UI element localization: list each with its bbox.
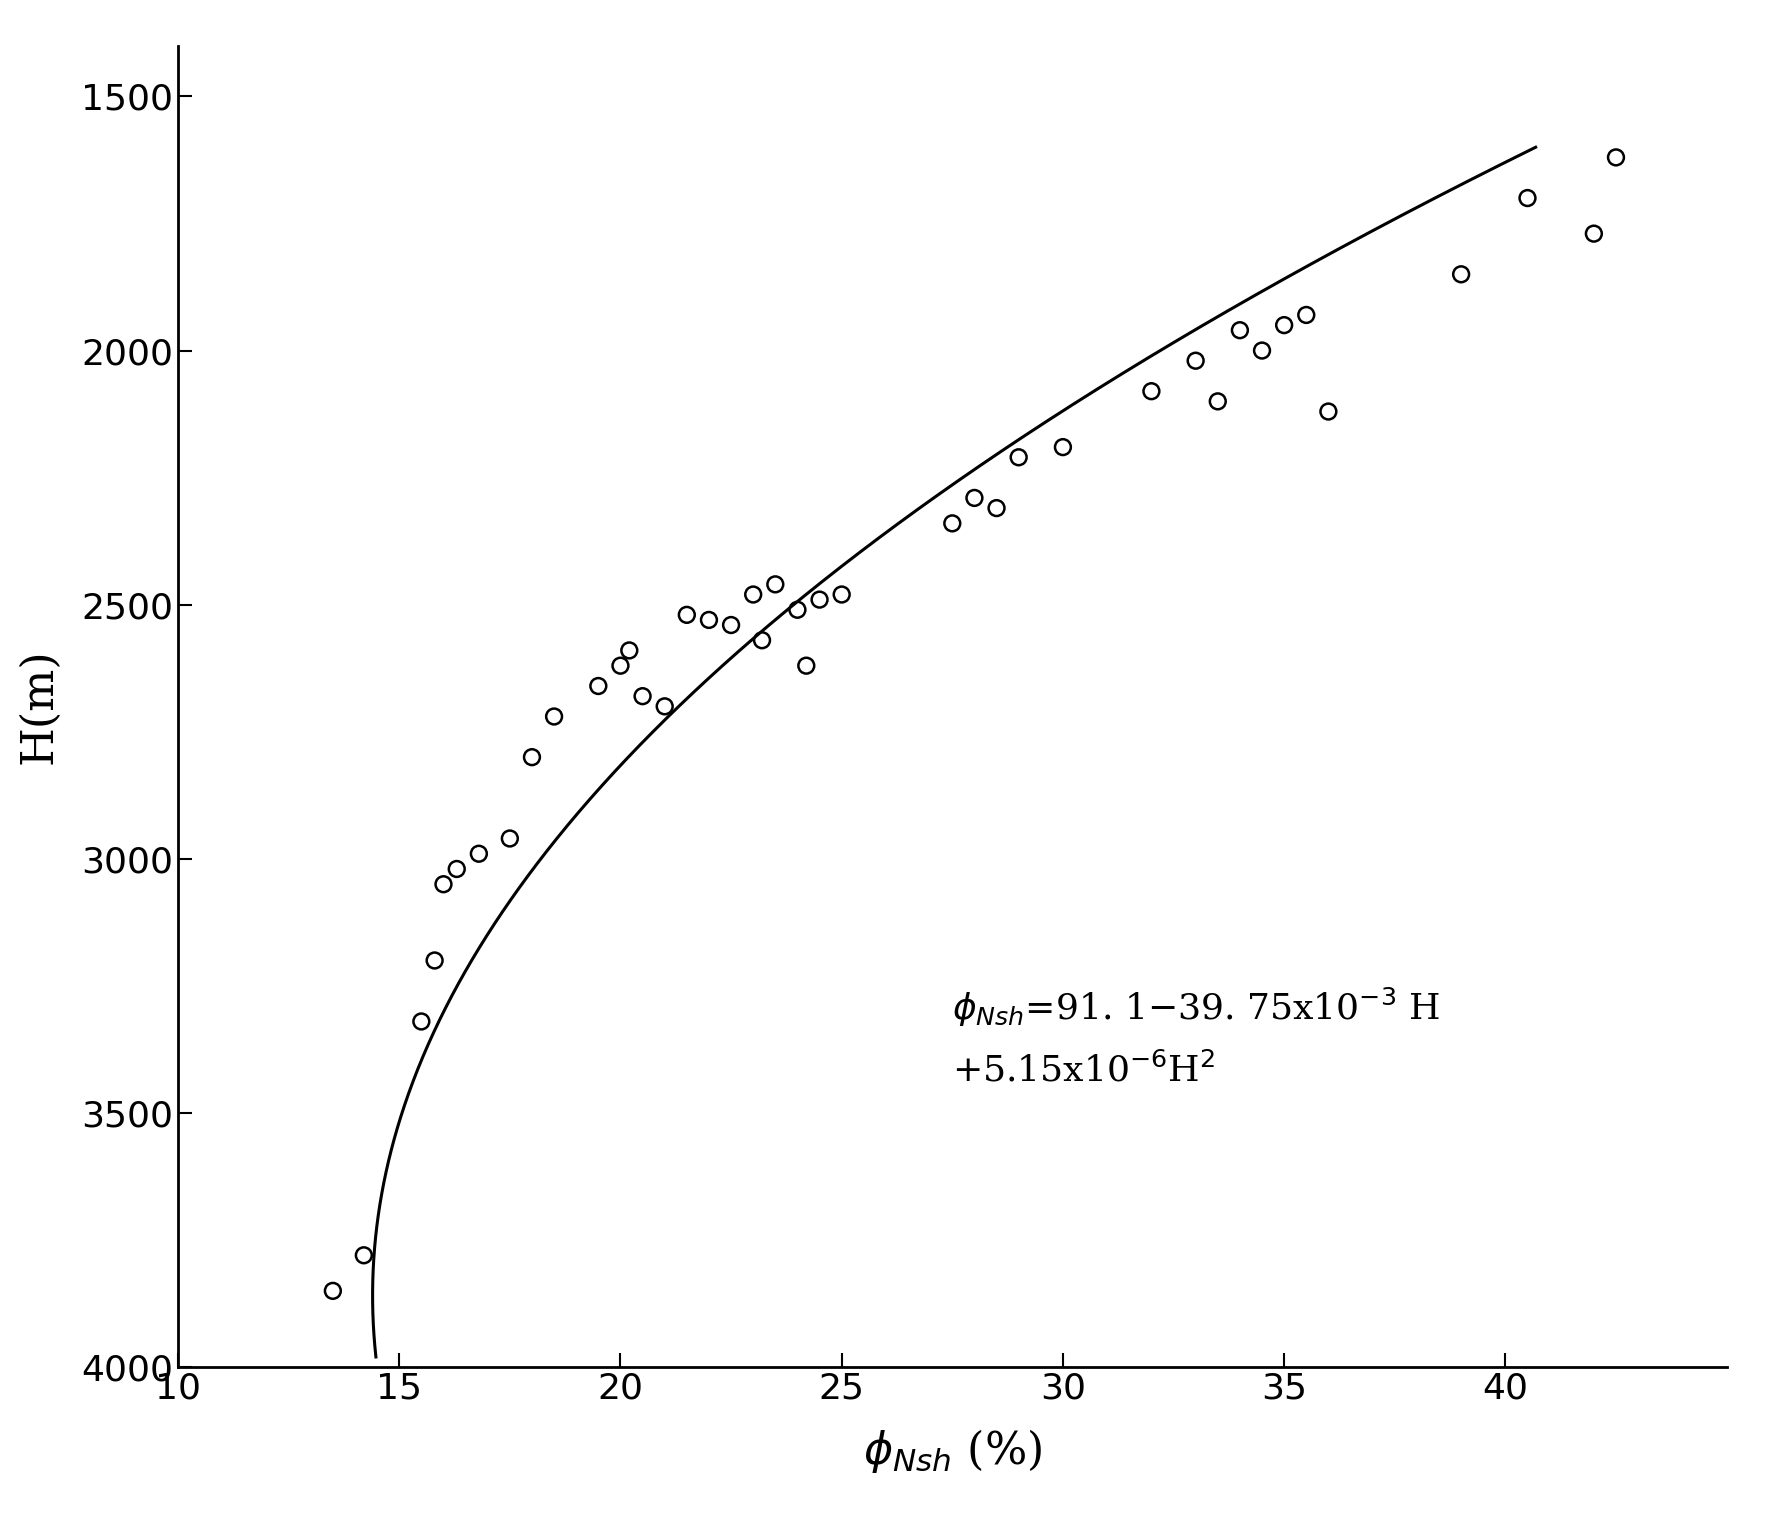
Point — [783, 597, 812, 621]
Point — [959, 486, 988, 510]
Point — [650, 694, 678, 718]
Point — [607, 653, 635, 677]
Point — [420, 948, 449, 972]
Point — [983, 495, 1011, 519]
Point — [319, 1279, 347, 1303]
Point — [1004, 445, 1032, 469]
Point — [465, 842, 493, 866]
Point — [1248, 339, 1276, 363]
Point — [1182, 348, 1210, 372]
Point — [1513, 185, 1541, 210]
Point — [539, 705, 568, 729]
Point — [1203, 389, 1232, 413]
Point — [805, 588, 833, 612]
Point — [1447, 263, 1476, 287]
Point — [739, 582, 767, 606]
Point — [673, 603, 701, 627]
Point — [828, 582, 856, 606]
Point — [717, 612, 746, 636]
Point — [1048, 434, 1077, 459]
Point — [349, 1243, 377, 1267]
Point — [762, 573, 790, 597]
Point — [938, 512, 967, 536]
Point — [628, 684, 657, 708]
Text: $\phi_{Nsh}$=91. 1$-$39. 75x10$^{-3}$ H
+5.15x10$^{-6}$H$^{2}$: $\phi_{Nsh}$=91. 1$-$39. 75x10$^{-3}$ H … — [952, 986, 1440, 1089]
Point — [443, 857, 472, 881]
Point — [694, 608, 723, 632]
Point — [748, 627, 776, 652]
Point — [1226, 317, 1255, 342]
Point — [1602, 146, 1630, 170]
Point — [584, 674, 612, 699]
Point — [429, 872, 457, 896]
Point — [616, 638, 644, 662]
Point — [1292, 302, 1321, 327]
Point — [1269, 313, 1298, 337]
Point — [792, 653, 821, 677]
Point — [1137, 380, 1166, 404]
Point — [518, 744, 546, 769]
Point — [408, 1009, 436, 1033]
Point — [1579, 222, 1607, 246]
Point — [1314, 399, 1342, 424]
Point — [495, 826, 523, 851]
X-axis label: $\phi_{Nsh}$ (%): $\phi_{Nsh}$ (%) — [863, 1426, 1041, 1475]
Y-axis label: H(m): H(m) — [18, 649, 61, 764]
